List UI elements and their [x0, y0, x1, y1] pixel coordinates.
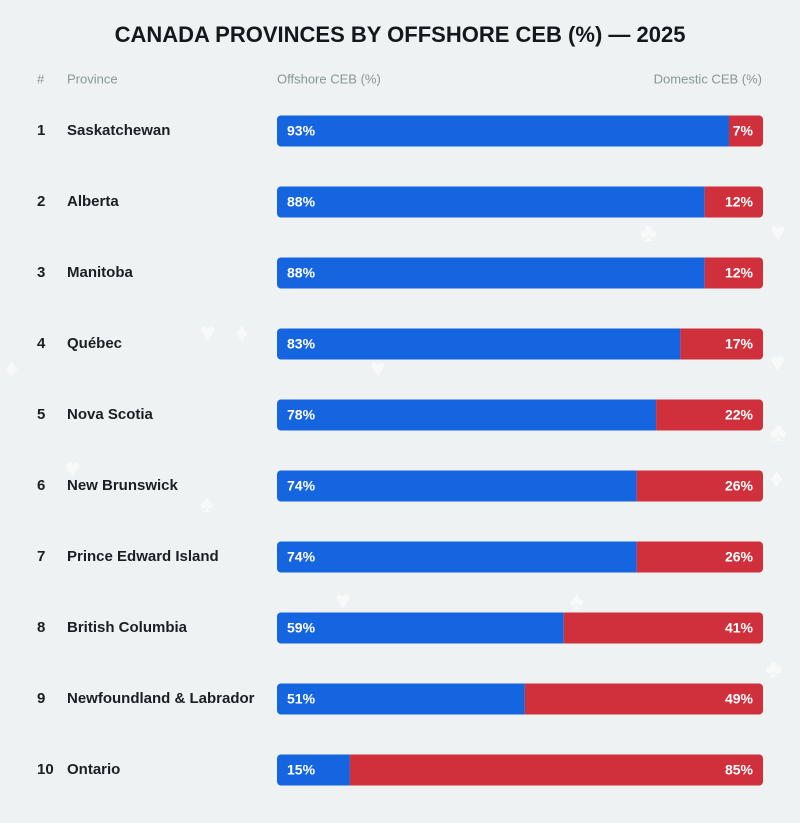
category-label: Newfoundland & Labrador	[67, 690, 255, 707]
bar-segment	[563, 612, 763, 644]
svg-text:♠: ♠	[200, 488, 214, 518]
svg-text:♥: ♥	[200, 317, 215, 347]
bar-row	[277, 754, 763, 786]
bar-row	[277, 541, 763, 573]
bar-segment	[277, 470, 637, 502]
value-label: 88%	[287, 194, 316, 210]
svg-text:♥: ♥	[335, 585, 350, 615]
rank: 1	[37, 122, 45, 139]
category-label: British Columbia	[67, 619, 188, 636]
legend-entry: Offshore CEB (%)	[277, 71, 381, 86]
decoration: ♥ ♣ ♥ ♦ ♥ ♥ ♣ ♥ ♠ ♦ ♥ ♠ ♣ ♦	[5, 217, 787, 683]
category-label: Ontario	[67, 761, 120, 778]
bar-row	[277, 257, 763, 289]
bar-row	[277, 470, 763, 502]
value-label: 78%	[287, 407, 316, 423]
value-label: 12%	[725, 265, 754, 281]
value-label: 85%	[725, 762, 754, 778]
rank: 7	[37, 548, 45, 565]
value-label: 22%	[725, 407, 754, 423]
value-label: 41%	[725, 620, 754, 636]
rank: 3	[37, 264, 45, 281]
rank: 5	[37, 406, 45, 423]
legend-entry: Domestic CEB (%)	[654, 71, 762, 86]
bar-row	[277, 399, 763, 431]
bar-row	[277, 115, 763, 147]
value-label: 49%	[725, 691, 754, 707]
chart-title: CANADA PROVINCES BY OFFSHORE CEB (%) — 2…	[115, 22, 686, 47]
svg-text:♥: ♥	[770, 217, 785, 247]
value-label: 74%	[287, 478, 316, 494]
bar-row	[277, 328, 763, 360]
bar-segment	[704, 186, 763, 218]
svg-text:♦: ♦	[235, 317, 248, 347]
svg-text:♥: ♥	[370, 353, 385, 383]
bar-segment	[728, 115, 763, 147]
bar-segment	[524, 683, 763, 715]
bar-segment	[636, 541, 763, 573]
category-label: Nova Scotia	[67, 406, 154, 423]
bar-segment	[277, 257, 705, 289]
bar-segment	[277, 328, 681, 360]
value-label: 12%	[725, 194, 754, 210]
value-label: 51%	[287, 691, 316, 707]
bar-segment	[656, 399, 763, 431]
bar-segment	[277, 115, 729, 147]
value-label: 88%	[287, 265, 316, 281]
category-label: Québec	[67, 335, 122, 352]
svg-text:♦: ♦	[5, 353, 18, 383]
svg-text:♣: ♣	[765, 653, 782, 683]
svg-text:♣: ♣	[640, 217, 657, 247]
rank: 9	[37, 690, 45, 707]
value-label: 83%	[287, 336, 316, 352]
bar-row	[277, 683, 763, 715]
rank: 4	[37, 335, 46, 352]
value-label: 93%	[287, 123, 316, 139]
bar-segment	[636, 470, 763, 502]
rank: 10	[37, 761, 54, 778]
svg-text:♦: ♦	[770, 463, 783, 493]
rank: 2	[37, 193, 45, 210]
bar-segment	[680, 328, 763, 360]
value-label: 26%	[725, 478, 754, 494]
bar-row	[277, 612, 763, 644]
value-label: 17%	[725, 336, 754, 352]
category-label: Prince Edward Island	[67, 548, 219, 565]
svg-text:♥: ♥	[770, 347, 785, 377]
category-label: Saskatchewan	[67, 122, 170, 139]
svg-text:♠: ♠	[570, 585, 584, 615]
rank: 6	[37, 477, 45, 494]
value-label: 74%	[287, 549, 316, 565]
value-label: 7%	[733, 123, 754, 139]
category-label: Manitoba	[67, 264, 133, 281]
value-label: 26%	[725, 549, 754, 565]
svg-text:♥: ♥	[65, 453, 80, 483]
bar-row	[277, 186, 763, 218]
category-label: New Brunswick	[67, 477, 179, 494]
value-label: 59%	[287, 620, 316, 636]
category-label: Alberta	[67, 193, 119, 210]
bar-segment	[349, 754, 763, 786]
bar-segment	[277, 683, 525, 715]
value-label: 15%	[287, 762, 316, 778]
bar-segment	[277, 186, 705, 218]
rank-header: #	[37, 71, 45, 86]
svg-text:♣: ♣	[770, 417, 787, 447]
bar-segment	[277, 399, 657, 431]
bar-segment	[277, 754, 350, 786]
rank: 8	[37, 619, 45, 636]
bar-segment	[704, 257, 763, 289]
bar-segment	[277, 541, 637, 573]
bar-segment	[277, 612, 564, 644]
category-header: Province	[67, 71, 118, 86]
